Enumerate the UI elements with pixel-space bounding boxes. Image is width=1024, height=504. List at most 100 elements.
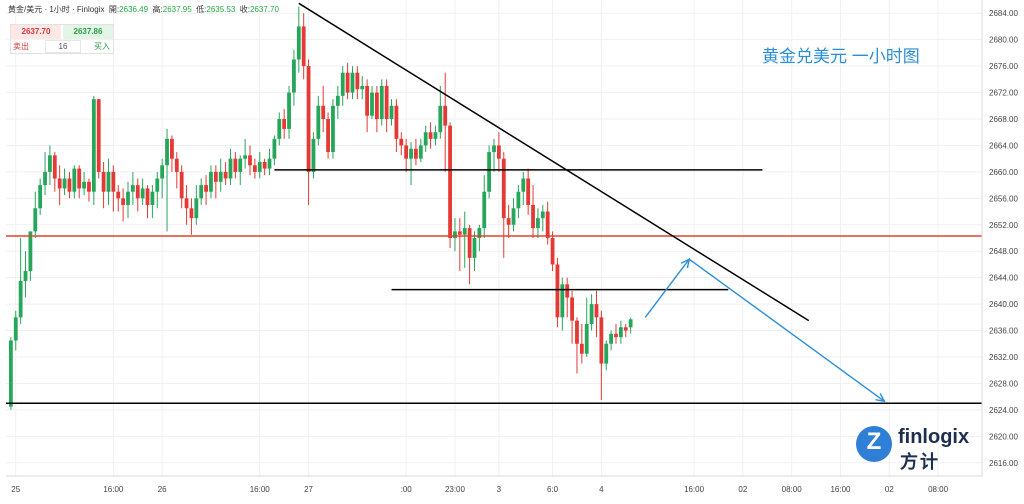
candle-body	[311, 138, 316, 172]
candle-body	[209, 171, 213, 192]
candle-body	[599, 317, 604, 364]
candle-body	[555, 264, 560, 318]
forecast-path-group	[644, 257, 886, 403]
candle-body	[282, 119, 287, 129]
candle-body	[23, 271, 28, 281]
candle-body	[540, 211, 545, 219]
candle-body	[184, 198, 189, 209]
buy-label[interactable]: 买入	[94, 42, 110, 51]
candle-body	[482, 191, 487, 229]
candle-body	[170, 138, 174, 159]
candle-body	[394, 105, 399, 139]
candle-body	[423, 132, 428, 146]
candle-body	[130, 185, 135, 192]
candle-body	[384, 85, 389, 119]
trendline-group	[298, 2, 810, 322]
open-value: 2636.49	[119, 5, 149, 14]
x-tick-label: 6:0	[547, 485, 559, 494]
y-axis-panel	[982, 0, 1024, 504]
candle-body	[223, 171, 228, 179]
x-tick-label: 25	[11, 485, 20, 494]
candle-body	[374, 92, 379, 119]
sell-price-button[interactable]: 2637.70	[11, 25, 61, 39]
y-tick-label: 2680.00	[989, 36, 1018, 45]
x-tick-label: :00	[401, 485, 413, 494]
candle-body	[106, 171, 111, 192]
candle-body	[150, 191, 155, 205]
candle-body	[536, 218, 540, 229]
candle-body	[428, 132, 433, 139]
candle-body	[360, 85, 365, 90]
candle-body	[506, 218, 511, 225]
candle-body	[292, 59, 296, 93]
candle-body	[628, 319, 633, 328]
x-tick-label: 27	[304, 485, 313, 494]
candle-body	[477, 228, 482, 238]
y-tick-label: 2684.00	[989, 9, 1018, 18]
candle-body	[287, 92, 291, 129]
candle-body	[67, 178, 72, 192]
candle-body	[257, 161, 262, 172]
candle-body	[414, 148, 418, 159]
candle-body	[399, 138, 404, 146]
candle-body	[267, 158, 272, 169]
candle-body	[604, 343, 609, 364]
candle-body	[204, 185, 208, 192]
quantity-input[interactable]: 16	[45, 40, 81, 53]
candle-body	[13, 317, 18, 341]
sell-label[interactable]: 卖出	[13, 42, 29, 51]
candle-body	[262, 161, 267, 169]
open-label: 開:	[108, 5, 120, 14]
candle-body	[331, 105, 335, 153]
candle-body	[584, 323, 589, 354]
forecast-arrow-line	[688, 258, 885, 402]
candle-body	[340, 72, 345, 96]
candle-body	[492, 145, 496, 153]
y-tick-label: 2676.00	[989, 62, 1018, 71]
candle-body	[623, 327, 628, 331]
candle-body	[545, 211, 550, 238]
candle-body	[33, 208, 38, 232]
y-tick-label: 2624.00	[989, 406, 1018, 415]
candle-body	[91, 99, 96, 192]
candle-body	[87, 181, 91, 192]
logo-cn: 方计	[900, 452, 940, 472]
candle-body	[589, 304, 594, 324]
trade-panel: 2637.70 2637.86 卖出 16 买入	[10, 24, 114, 54]
y-tick-label: 2620.00	[989, 432, 1018, 441]
candle-body	[389, 105, 394, 119]
candle-body	[194, 198, 199, 219]
symbol-header: 黄金/美元 · 1小时 · Finlogix 開:2636.49 高:2637.…	[8, 4, 279, 15]
candle-body	[189, 208, 194, 219]
y-tick-label: 2648.00	[989, 247, 1018, 256]
y-axis: 2684.00 2680.00 2676.00 2672.00 2668.00 2664.…	[981, 0, 1024, 504]
y-tick-label: 2644.00	[989, 274, 1018, 283]
candle-body	[575, 320, 579, 344]
candle-body	[326, 119, 330, 153]
candle-body	[18, 280, 23, 318]
chart-title: 黄金兑美元 一小时图	[762, 47, 920, 66]
candle-body	[228, 158, 233, 179]
y-tick-label: 2628.00	[989, 379, 1018, 388]
x-tick-label: 16:00	[830, 485, 851, 494]
candle-body	[213, 171, 218, 182]
candle-body	[467, 228, 472, 258]
candle-body	[243, 155, 248, 159]
x-tick-label: 16:00	[103, 485, 124, 494]
candle-body	[453, 231, 457, 238]
candle-body	[409, 148, 413, 159]
x-tick-label: 4	[599, 485, 604, 494]
high-value: 2637.95	[162, 5, 192, 14]
candle-body	[531, 204, 535, 229]
symbol-label: 黄金/美元 · 1小时 · Finlogix	[8, 5, 105, 14]
logo-name: finlogix	[898, 426, 970, 448]
x-tick-label: 3	[497, 485, 502, 494]
candle-body	[370, 92, 374, 116]
candle-body	[404, 145, 409, 159]
buy-price-button[interactable]: 2637.86	[63, 25, 113, 39]
candle-body	[565, 284, 570, 298]
logo-z-icon: Z	[866, 428, 882, 455]
candle-body	[165, 138, 169, 166]
candle-body	[496, 145, 501, 159]
